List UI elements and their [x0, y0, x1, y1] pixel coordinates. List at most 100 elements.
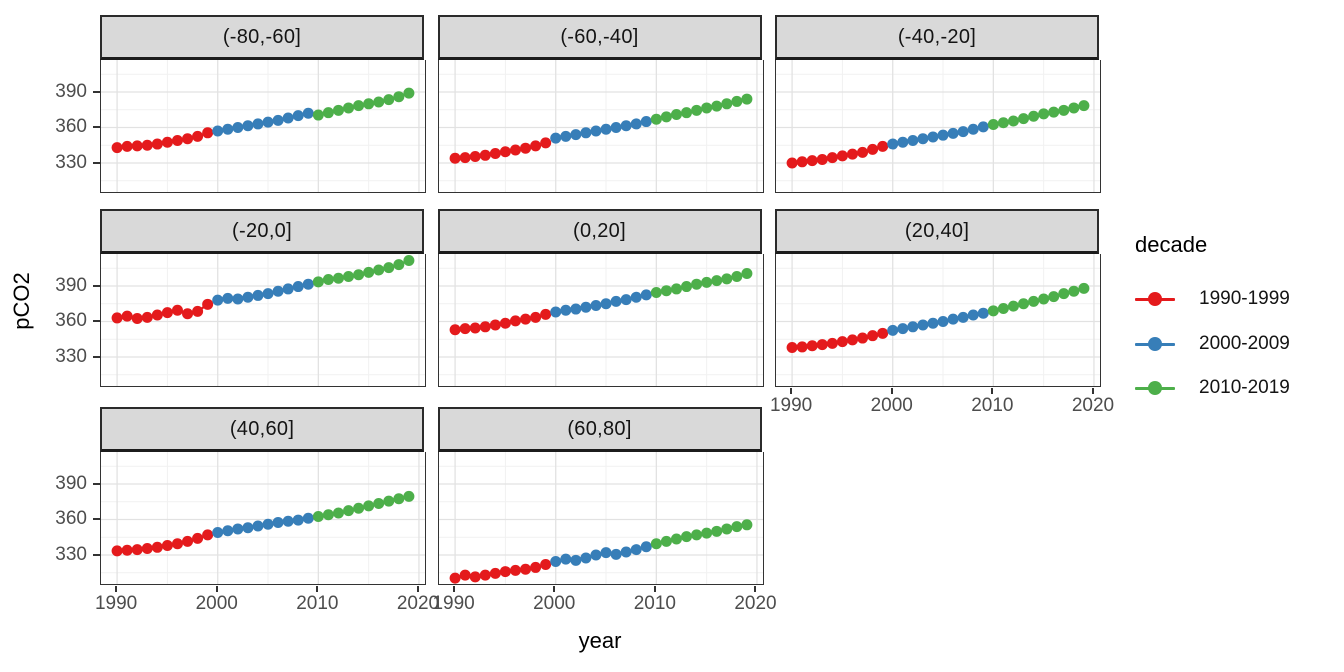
data-point — [353, 100, 365, 112]
data-point — [877, 327, 889, 339]
data-point — [242, 522, 254, 534]
data-point — [987, 305, 999, 317]
data-point — [121, 140, 133, 152]
y-tick-mark — [93, 553, 100, 556]
data-point — [710, 275, 722, 287]
data-point — [937, 315, 949, 327]
facet-panel — [437, 254, 764, 387]
data-point — [292, 281, 304, 293]
data-point — [816, 339, 828, 351]
data-point — [449, 152, 461, 164]
data-point — [569, 129, 581, 141]
facet-strip-label: (0,20] — [573, 219, 626, 242]
facet-panel — [100, 254, 426, 387]
x-tick-mark — [316, 585, 319, 592]
data-point — [252, 289, 264, 301]
data-point — [987, 119, 999, 131]
facet-strip-label: (-60,-40] — [560, 25, 639, 48]
data-point — [242, 291, 254, 303]
facet-panel — [775, 60, 1101, 193]
x-axis-title: year — [578, 628, 622, 653]
x-tick-mark — [452, 585, 455, 592]
data-point — [579, 301, 591, 313]
data-point — [867, 143, 879, 155]
data-point — [967, 309, 979, 321]
data-point — [927, 131, 939, 143]
data-point — [509, 144, 521, 156]
data-point — [620, 294, 632, 306]
data-point — [383, 495, 395, 507]
facet-strip: (-80,-60] — [100, 15, 424, 60]
facet-panel — [100, 452, 426, 585]
data-point — [589, 299, 601, 311]
data-point — [786, 342, 798, 354]
data-point — [740, 268, 752, 280]
legend-item-2000s: 2000-2009 — [1135, 330, 1290, 358]
data-point — [312, 109, 324, 121]
data-point — [383, 94, 395, 106]
data-point — [957, 311, 969, 323]
data-point — [489, 148, 501, 160]
data-point — [449, 324, 461, 336]
data-point — [680, 531, 692, 543]
data-point — [192, 130, 204, 142]
data-point — [282, 283, 294, 295]
data-point — [877, 140, 889, 152]
data-point — [252, 520, 264, 532]
data-point — [927, 317, 939, 329]
data-point — [1058, 288, 1070, 300]
x-tick-label: 2010 — [971, 395, 1014, 416]
data-point — [232, 121, 244, 133]
data-point — [620, 120, 632, 132]
data-point — [549, 306, 561, 318]
legend-key-line-point-icon — [1135, 285, 1175, 313]
data-point — [459, 323, 471, 335]
data-point — [640, 116, 652, 128]
data-point — [1068, 102, 1080, 114]
x-tick-mark — [416, 585, 419, 592]
data-point — [192, 532, 204, 544]
legend-item-label: 1990-1999 — [1199, 288, 1290, 309]
facet-strip-label: (40,60] — [229, 417, 295, 440]
data-point — [730, 270, 742, 282]
data-point — [539, 137, 551, 149]
data-point — [499, 317, 511, 329]
data-point — [363, 98, 375, 110]
data-point — [917, 319, 929, 331]
data-point — [302, 107, 314, 119]
facet-cell: (20,40] — [775, 209, 1101, 387]
facet-cell: (0,20] — [437, 209, 764, 387]
data-point — [559, 304, 571, 316]
facet-strip: (0,20] — [437, 209, 762, 254]
data-point — [489, 319, 501, 331]
data-point — [519, 142, 531, 154]
data-point — [977, 307, 989, 319]
y-tick-label: 390 — [55, 274, 87, 296]
data-point — [403, 490, 415, 502]
data-point — [212, 125, 224, 137]
data-point — [600, 123, 612, 135]
data-point — [1028, 110, 1040, 122]
data-point — [202, 127, 214, 139]
data-point — [393, 91, 405, 103]
y-tick-label: 360 — [55, 508, 87, 530]
x-tick-label: 2020 — [1071, 395, 1115, 416]
data-point — [332, 104, 344, 116]
data-point — [836, 336, 848, 348]
x-tick-label: 1990 — [769, 395, 813, 416]
data-point — [182, 133, 194, 145]
data-point — [111, 545, 123, 557]
data-point — [141, 139, 153, 151]
data-point — [670, 533, 682, 545]
data-point — [272, 285, 284, 297]
data-point — [449, 572, 461, 584]
data-point — [549, 132, 561, 144]
data-point — [363, 500, 375, 512]
facet-panel — [775, 254, 1101, 387]
data-point — [700, 102, 712, 114]
facet-strip-label: (-20,0] — [232, 219, 292, 242]
data-point — [459, 152, 471, 164]
data-point — [499, 566, 511, 578]
data-point — [469, 571, 481, 583]
legend-item-1990s: 1990-1999 — [1135, 285, 1290, 313]
